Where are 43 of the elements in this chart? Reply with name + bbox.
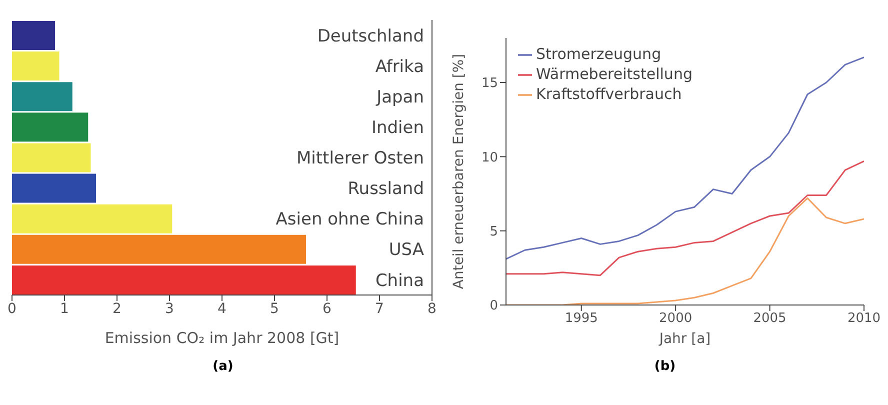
bar (12, 204, 172, 234)
x-axis-title: Emission CO₂ im Jahr 2008 [Gt] (104, 329, 340, 347)
y-tick-label: Mittlerer Osten (296, 148, 424, 169)
x-tick-label: 2005 (753, 311, 786, 326)
y-tick-label: Japan (376, 87, 424, 108)
bar (12, 174, 96, 203)
bar (12, 265, 356, 294)
x-tick-label: 5 (270, 300, 279, 317)
y-tick-label: Asien ohne China (276, 210, 424, 230)
x-tick-label: 7 (375, 300, 384, 317)
y-tick-label: Deutschland (317, 26, 424, 46)
x-tick-label: 3 (165, 300, 174, 317)
bar (12, 143, 91, 172)
x-tick-label: 1 (60, 300, 69, 317)
bar (12, 82, 72, 112)
y-tick-label: Afrika (375, 56, 424, 77)
legend-label: Kraftstoffverbrauch (536, 85, 682, 103)
x-tick-label: 1995 (564, 311, 598, 326)
text: (a) (212, 359, 234, 374)
text: (b) (653, 359, 677, 374)
y-tick-label: 5 (490, 224, 498, 240)
y-tick-label: USA (388, 240, 424, 260)
x-tick-label: 2010 (847, 311, 881, 326)
y-tick-label: 15 (481, 76, 498, 92)
bar (12, 234, 306, 264)
line-series (506, 160, 864, 276)
y-tick-label: Russland (348, 179, 424, 200)
y-tick-label: Indien (371, 118, 424, 138)
bar (12, 21, 56, 50)
y-tick-label: 10 (481, 150, 498, 166)
x-axis-title: Jahr [a] (658, 331, 711, 347)
x-tick-label: 6 (322, 300, 332, 317)
legend-label: Stromerzeugung (536, 45, 662, 63)
x-tick-label: 2000 (659, 311, 692, 326)
y-tick-label: China (375, 270, 424, 291)
y-axis-title: Anteil erneuerbaren Energien [%] (450, 54, 467, 290)
x-tick-label: 0 (8, 300, 16, 317)
bar (12, 112, 88, 142)
bar (12, 52, 60, 81)
x-tick-label: 2 (112, 300, 122, 317)
x-tick-label: 4 (218, 300, 227, 317)
x-tick-label: 8 (428, 300, 436, 317)
legend-label: Wärmebereitstellung (536, 65, 692, 83)
